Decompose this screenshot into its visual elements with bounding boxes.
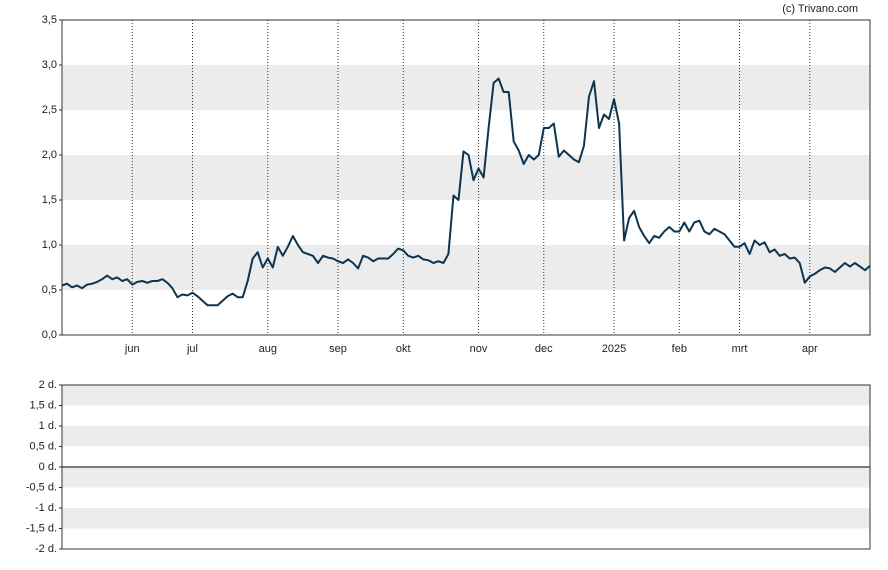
x-tick-label: 2025 bbox=[602, 343, 626, 355]
y-tick-label: -2 d. bbox=[35, 543, 57, 555]
x-tick-label: okt bbox=[396, 343, 411, 355]
source-credit: (c) Trivano.com bbox=[782, 3, 858, 15]
y-tick-label: 0 d. bbox=[39, 461, 57, 473]
y-tick-label: 2,5 bbox=[42, 104, 57, 116]
x-tick-label: sep bbox=[329, 343, 347, 355]
y-tick-label: 2,0 bbox=[42, 149, 57, 161]
x-tick-label: mrt bbox=[732, 343, 748, 355]
y-tick-label: 2 d. bbox=[39, 379, 57, 391]
grid-band bbox=[62, 65, 870, 110]
grid-band bbox=[62, 426, 870, 447]
grid-band bbox=[62, 385, 870, 406]
grid-band bbox=[62, 467, 870, 488]
x-tick-label: dec bbox=[535, 343, 553, 355]
grid-band bbox=[62, 245, 870, 290]
x-tick-label: aug bbox=[259, 343, 277, 355]
y-tick-label: 1,5 d. bbox=[29, 399, 57, 411]
x-tick-label: jul bbox=[186, 343, 198, 355]
y-tick-label: 3,0 bbox=[42, 59, 57, 71]
grid-band bbox=[62, 508, 870, 529]
x-tick-label: nov bbox=[470, 343, 488, 355]
grid-band bbox=[62, 155, 870, 200]
x-tick-label: apr bbox=[802, 343, 818, 355]
y-tick-label: -0,5 d. bbox=[26, 481, 57, 493]
x-tick-label: jun bbox=[124, 343, 140, 355]
y-tick-label: 1,0 bbox=[42, 239, 57, 251]
plot-frame bbox=[61, 384, 871, 550]
y-tick-label: 0,5 d. bbox=[29, 440, 57, 452]
plot-frame bbox=[61, 19, 871, 336]
y-tick-label: 0,0 bbox=[42, 329, 57, 341]
y-tick-label: 3,5 bbox=[42, 14, 57, 26]
y-tick-label: 1 d. bbox=[39, 420, 57, 432]
y-tick-label: 1,5 bbox=[42, 194, 57, 206]
x-tick-label: feb bbox=[672, 343, 687, 355]
y-tick-label: 0,5 bbox=[42, 284, 57, 296]
y-tick-label: -1,5 d. bbox=[26, 522, 57, 534]
price-line bbox=[61, 77, 871, 307]
y-tick-label: -1 d. bbox=[35, 502, 57, 514]
